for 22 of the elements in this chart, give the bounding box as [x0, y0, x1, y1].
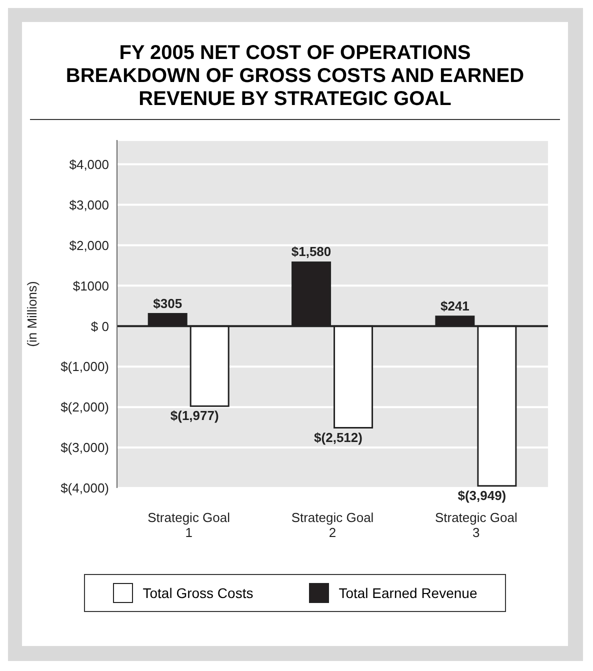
data-label: $305	[153, 296, 182, 311]
data-label: $1,580	[291, 244, 332, 260]
y-tick-label: $3,000	[69, 197, 109, 212]
y-tick-label: $(3,000)	[60, 440, 109, 456]
data-label: $(2,512)	[314, 430, 362, 445]
x-tick-label: Strategic Goal 3	[434, 510, 518, 540]
chart-title: FY 2005 NET COST OF OPERATIONS BREAKDOWN OF GROSS COSTS AND EARNED REVENUE BY STRATEGIC GOAL	[30, 22, 560, 120]
y-tick-label: $(2,000)	[60, 400, 109, 415]
y-tick-label: $(1,000)	[60, 359, 109, 374]
data-label: $241	[440, 298, 470, 314]
y-tick-label: $4,000	[69, 156, 109, 172]
data-label: $(1,977)	[170, 408, 219, 424]
legend-label: Total Gross Costs	[142, 584, 254, 603]
y-axis-title: (in Millions)	[24, 281, 40, 347]
y-tick-label: $2,000	[69, 238, 109, 253]
x-tick-label: Strategic Goal 2	[291, 510, 374, 540]
y-tick-label: $1000	[72, 278, 109, 294]
y-tick-label: $(4,000)	[60, 480, 109, 496]
legend-label: Total Earned Revenue	[338, 584, 478, 603]
x-tick-label: Strategic Goal 1	[148, 510, 230, 540]
y-tick-label: $ 0	[90, 318, 109, 334]
data-label: $(3,949)	[458, 488, 506, 503]
